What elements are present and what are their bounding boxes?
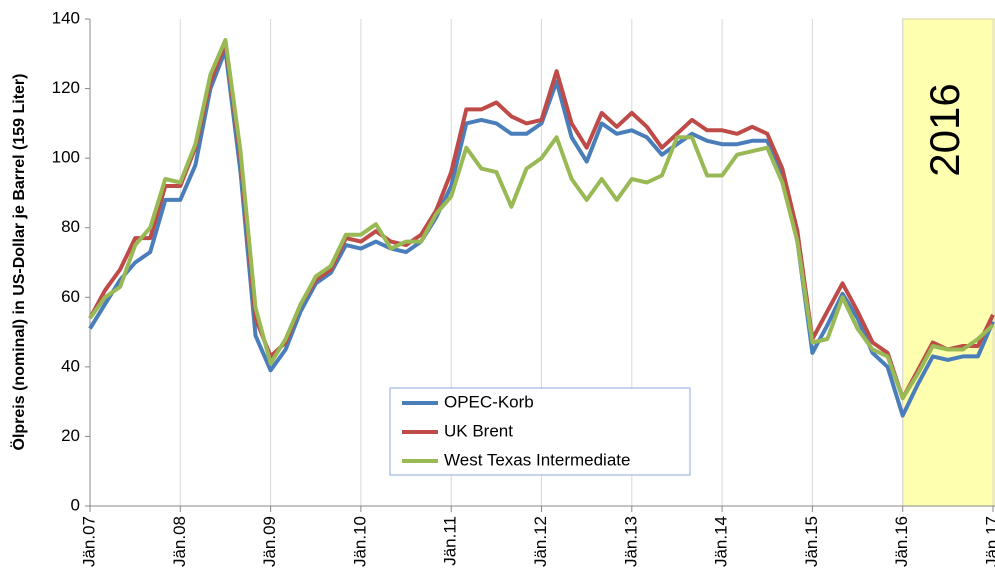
legend-label: UK Brent (444, 421, 513, 440)
y-axis-label: Ölpreis (nominal) in US-Dollar je Barrel… (9, 74, 28, 451)
series-line (88, 37, 995, 401)
y-tick-label: 20 (61, 426, 80, 445)
x-tick-label: Jän.11 (441, 516, 460, 566)
highlight-band (902, 18, 995, 507)
legend-label: OPEC-Korb (444, 392, 534, 411)
legend-box (389, 387, 691, 476)
y-tick-label: 80 (61, 217, 80, 236)
y-tick-label: 40 (61, 356, 80, 375)
x-tick-label: Jän.17 (982, 516, 995, 567)
x-tick-label: Jän.12 (531, 516, 550, 567)
y-tick-label: 0 (71, 495, 80, 514)
y-tick-label: 100 (52, 148, 80, 167)
x-tick-label: Jän.16 (892, 516, 911, 567)
y-tick-label: 120 (52, 78, 80, 97)
y-tick-label: 140 (52, 8, 80, 27)
x-tick-label: Jän.15 (802, 516, 821, 567)
x-tick-label: Jän.10 (350, 516, 369, 567)
y-tick-label: 60 (61, 287, 80, 306)
highlight-label: 2016 (921, 83, 968, 176)
x-tick-label: Jän.08 (170, 516, 189, 567)
legend-label: West Texas Intermediate (444, 450, 630, 469)
x-tick-label: Jän.07 (79, 516, 98, 567)
x-tick-label: Jän.13 (621, 516, 640, 567)
x-tick-label: Jän.14 (712, 516, 731, 567)
x-tick-label: Jän.09 (260, 516, 279, 567)
